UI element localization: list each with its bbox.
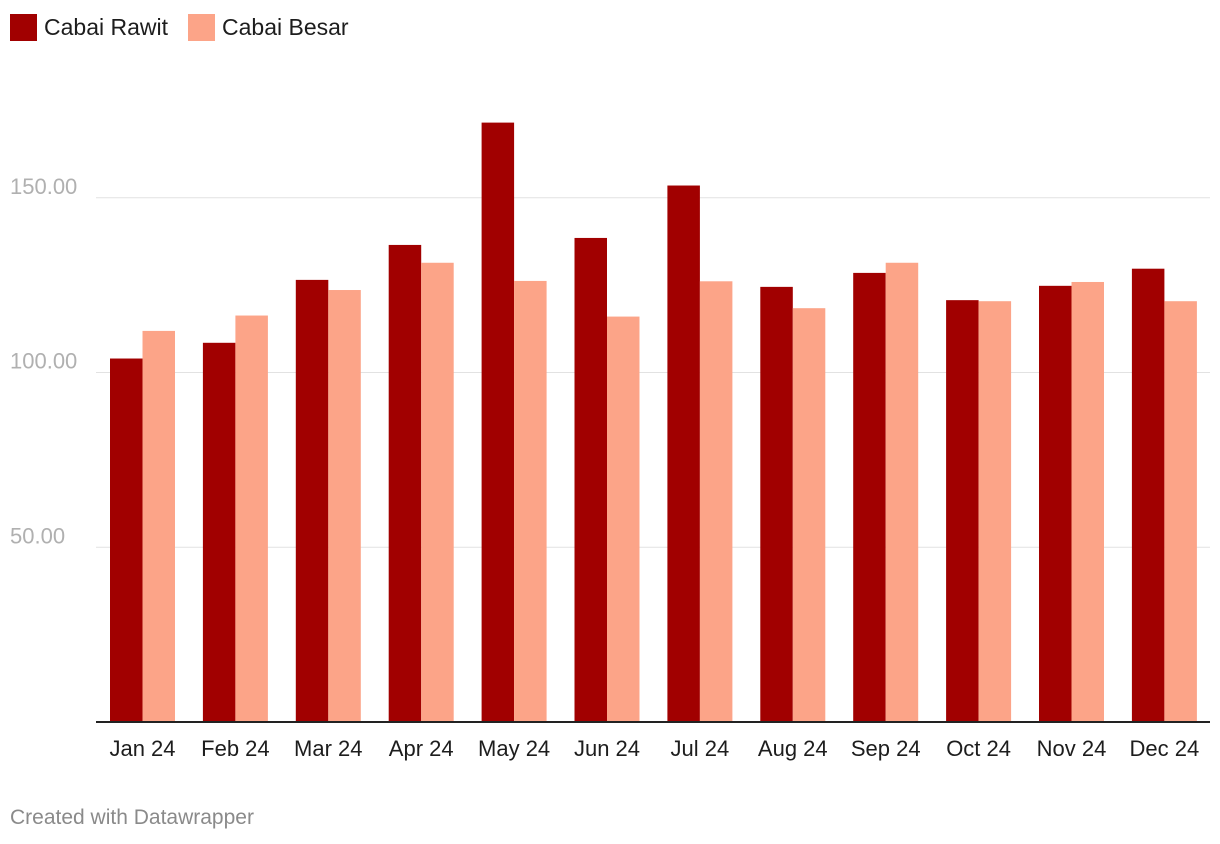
footer-credit[interactable]: Created with Datawrapper bbox=[10, 806, 254, 829]
bar bbox=[1131, 268, 1165, 722]
bar bbox=[142, 330, 175, 722]
x-tick-label: Aug 24 bbox=[758, 736, 828, 761]
x-tick-label: Jan 24 bbox=[109, 736, 175, 761]
bar bbox=[388, 244, 422, 722]
bar bbox=[202, 342, 236, 722]
bar bbox=[946, 300, 979, 722]
x-tick-label: Jun 24 bbox=[574, 736, 640, 761]
legend-label-cabai-rawit: Cabai Rawit bbox=[44, 14, 168, 40]
x-tick-label: Feb 24 bbox=[201, 736, 270, 761]
legend-item-cabai-rawit[interactable]: Cabai Rawit bbox=[10, 12, 168, 42]
x-tick-label: Apr 24 bbox=[389, 736, 454, 761]
bar bbox=[699, 281, 733, 722]
bar bbox=[574, 237, 607, 722]
y-tick-label: 150.00 bbox=[10, 174, 77, 199]
x-tick-label: Sep 24 bbox=[851, 736, 921, 761]
bar bbox=[421, 262, 454, 722]
bar bbox=[235, 315, 268, 722]
bar bbox=[481, 122, 515, 723]
x-tick-label: May 24 bbox=[478, 736, 550, 761]
y-tick-label: 100.00 bbox=[10, 349, 77, 374]
chart-legend: Cabai Rawit Cabai Besar bbox=[10, 12, 369, 42]
x-tick-label: Jul 24 bbox=[671, 736, 730, 761]
bar bbox=[1164, 301, 1197, 722]
x-tick-label: Dec 24 bbox=[1130, 736, 1200, 761]
bar bbox=[295, 279, 329, 722]
legend-swatch-cabai-rawit bbox=[10, 13, 37, 41]
bar bbox=[1039, 285, 1072, 722]
bar bbox=[853, 272, 886, 722]
x-tick-label: Oct 24 bbox=[946, 736, 1011, 761]
legend-swatch-cabai-besar bbox=[188, 13, 215, 41]
bar bbox=[110, 358, 143, 722]
bar bbox=[328, 290, 361, 722]
bar bbox=[792, 308, 826, 722]
x-tick-label: Mar 24 bbox=[294, 736, 362, 761]
y-tick-label: 50.00 bbox=[10, 523, 65, 548]
bar bbox=[760, 286, 793, 722]
x-tick-label: Nov 24 bbox=[1037, 736, 1107, 761]
legend-item-cabai-besar[interactable]: Cabai Besar bbox=[188, 12, 349, 42]
bar bbox=[607, 316, 640, 722]
bar bbox=[978, 301, 1012, 722]
bar bbox=[1071, 281, 1104, 722]
bar bbox=[514, 280, 547, 722]
bar bbox=[667, 185, 700, 722]
bar bbox=[885, 262, 919, 722]
legend-label-cabai-besar: Cabai Besar bbox=[222, 14, 349, 40]
